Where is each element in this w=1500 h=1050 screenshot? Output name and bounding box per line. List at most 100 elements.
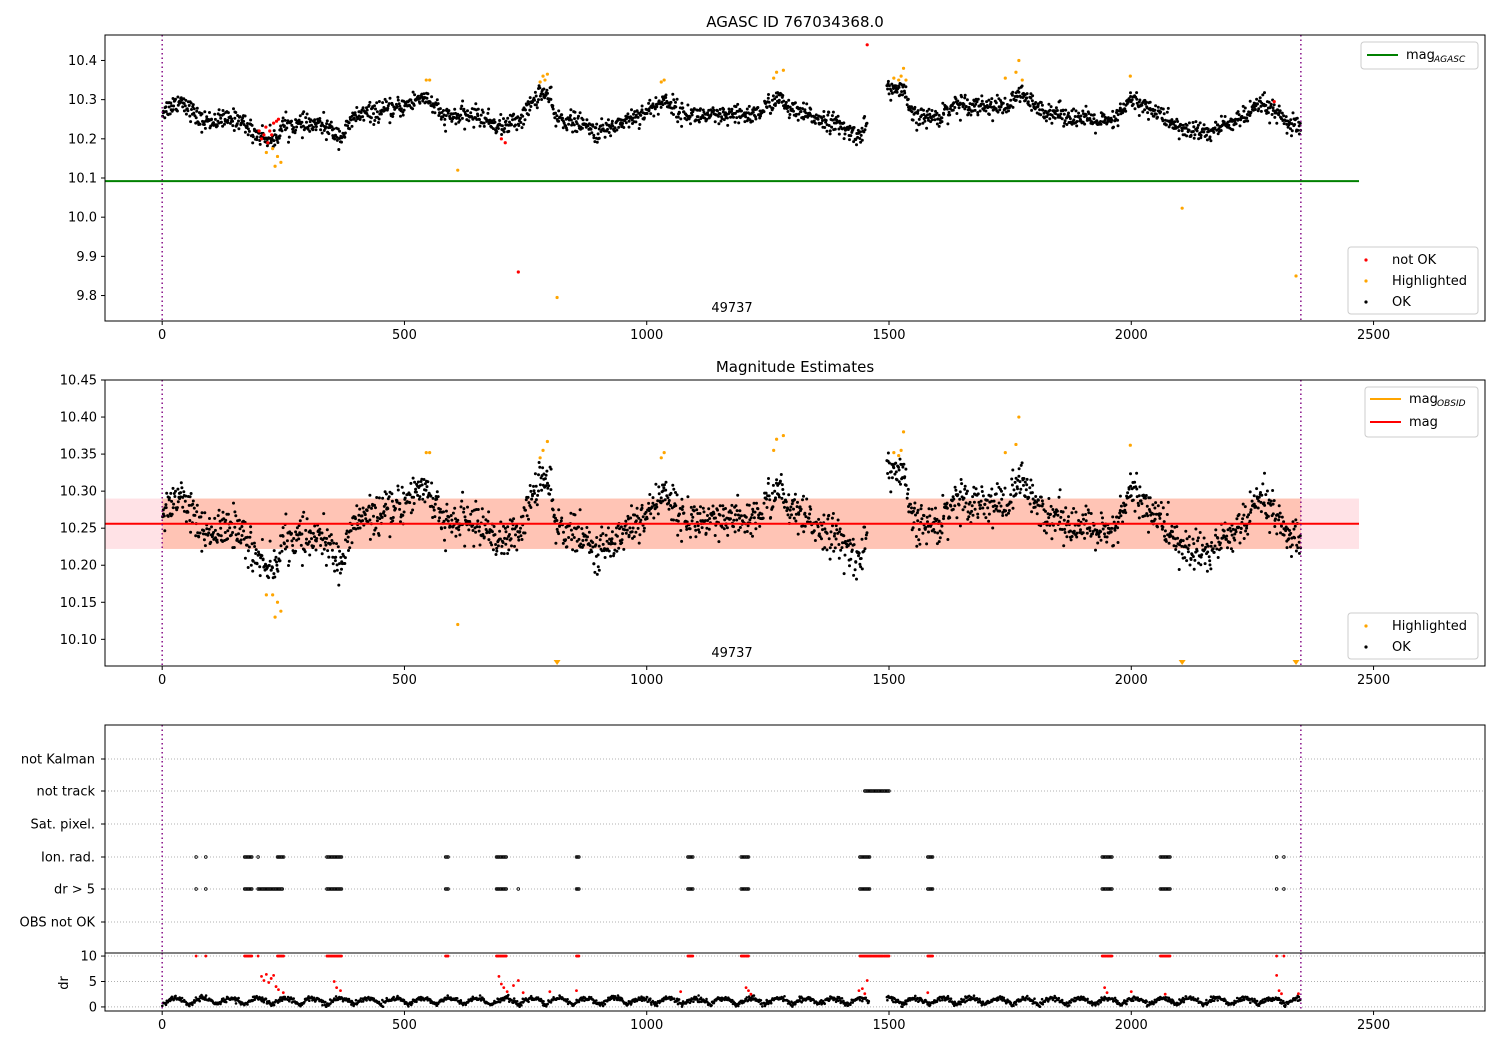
dr-point bbox=[367, 995, 370, 999]
x-tick-label: 2000 bbox=[1115, 673, 1148, 688]
ok-point bbox=[1003, 486, 1007, 490]
ok-point bbox=[964, 501, 968, 505]
ok-point bbox=[275, 138, 279, 142]
ok-point bbox=[848, 564, 851, 568]
ok-point bbox=[188, 495, 192, 499]
ok-point bbox=[1259, 109, 1263, 113]
ok-point bbox=[1216, 536, 1220, 540]
ok-point bbox=[760, 512, 764, 516]
ok-point bbox=[617, 125, 621, 129]
ok-point bbox=[535, 106, 539, 110]
highlighted-point bbox=[1180, 206, 1184, 210]
ok-point bbox=[927, 107, 931, 111]
ok-point bbox=[615, 534, 619, 538]
y-tick-label: 10.2 bbox=[68, 132, 97, 147]
legend-not-ok: not OK bbox=[1392, 253, 1437, 268]
ok-point bbox=[372, 514, 375, 518]
ok-point bbox=[478, 525, 481, 529]
ok-point bbox=[638, 533, 642, 537]
ok-point bbox=[1166, 500, 1170, 504]
ok-point bbox=[391, 519, 395, 523]
ok-point bbox=[255, 138, 259, 142]
highlighted-point bbox=[781, 68, 785, 72]
ok-point bbox=[504, 119, 508, 123]
ok-point bbox=[633, 110, 637, 114]
ok-point bbox=[681, 505, 685, 509]
ok-point bbox=[524, 508, 527, 512]
ok-point bbox=[610, 530, 614, 534]
ok-point bbox=[1249, 510, 1253, 514]
ok-point bbox=[980, 485, 984, 489]
ok-point bbox=[1246, 532, 1250, 536]
ok-point bbox=[894, 470, 898, 474]
ok-point bbox=[333, 569, 337, 573]
ok-point bbox=[320, 552, 324, 556]
flag-label: not Kalman bbox=[21, 753, 95, 768]
ok-point bbox=[941, 101, 945, 105]
dr-point bbox=[224, 1000, 228, 1004]
ok-point bbox=[948, 516, 952, 520]
ok-point bbox=[928, 112, 932, 116]
ok-point bbox=[732, 525, 735, 529]
ok-point bbox=[443, 117, 447, 121]
ok-point bbox=[940, 524, 944, 528]
legend-ok-2: OK bbox=[1392, 640, 1411, 655]
ok-point bbox=[623, 528, 627, 532]
ok-point bbox=[712, 512, 716, 516]
ok-point bbox=[200, 511, 204, 515]
ok-point bbox=[231, 124, 235, 128]
ok-point bbox=[422, 92, 426, 96]
ok-point bbox=[437, 114, 441, 117]
ok-point bbox=[955, 516, 959, 520]
ok-point bbox=[1028, 486, 1032, 490]
dr-point bbox=[415, 1000, 418, 1004]
ok-point bbox=[813, 539, 817, 542]
ok-point bbox=[942, 514, 946, 518]
ok-point bbox=[533, 472, 537, 476]
ok-point bbox=[1109, 530, 1113, 534]
ok-point bbox=[1092, 113, 1096, 117]
ok-point bbox=[1285, 131, 1289, 135]
ok-point bbox=[176, 500, 180, 504]
ok-point bbox=[1208, 135, 1212, 139]
ok-point bbox=[467, 528, 471, 532]
ok-point bbox=[510, 544, 513, 548]
ok-point bbox=[601, 532, 605, 536]
ok-point bbox=[246, 127, 250, 131]
ok-point bbox=[897, 465, 900, 469]
ok-point bbox=[1131, 102, 1135, 106]
ok-point bbox=[246, 566, 250, 569]
ok-point bbox=[523, 531, 527, 535]
ok-point bbox=[532, 489, 536, 493]
ok-point bbox=[1174, 544, 1178, 548]
x-tick-label: 500 bbox=[392, 328, 417, 343]
not-ok-point bbox=[268, 129, 272, 133]
ok-point bbox=[1205, 133, 1208, 137]
ok-point bbox=[735, 518, 739, 522]
ok-point bbox=[922, 108, 925, 112]
ok-point bbox=[1226, 546, 1229, 550]
ok-point bbox=[517, 538, 521, 542]
ok-point bbox=[949, 504, 953, 508]
ok-point bbox=[752, 516, 756, 520]
ok-point bbox=[1210, 541, 1214, 544]
ok-point bbox=[494, 553, 498, 556]
ok-point bbox=[377, 121, 380, 124]
ok-point bbox=[1280, 515, 1284, 519]
ok-point bbox=[307, 540, 311, 544]
ok-point bbox=[634, 530, 638, 534]
ok-point bbox=[1039, 495, 1043, 499]
ok-point bbox=[416, 480, 420, 484]
ok-point bbox=[737, 528, 741, 532]
ok-point bbox=[1238, 541, 1242, 545]
ok-point bbox=[454, 122, 458, 126]
ok-point bbox=[363, 513, 367, 517]
ok-point bbox=[747, 104, 751, 108]
ok-point bbox=[449, 514, 453, 517]
ok-point bbox=[373, 104, 376, 108]
ok-point bbox=[562, 530, 565, 534]
ok-point bbox=[478, 543, 482, 547]
ok-point bbox=[1053, 116, 1057, 120]
ok-point bbox=[1153, 506, 1157, 510]
y-tick-label: 10.0 bbox=[68, 211, 97, 226]
